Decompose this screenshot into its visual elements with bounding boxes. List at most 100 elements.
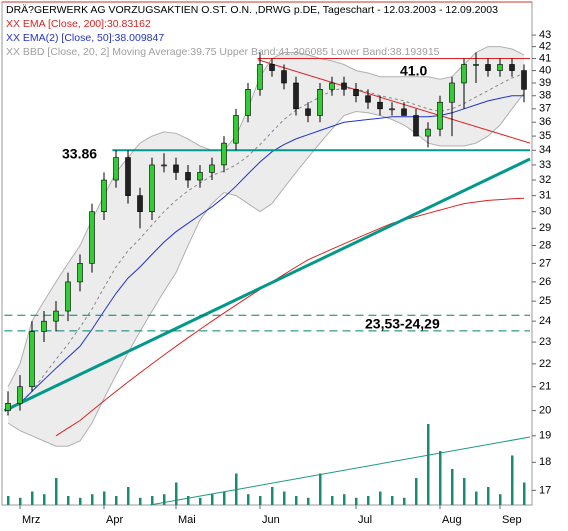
- y-tick-label: 36: [539, 116, 551, 128]
- volume-bar: [55, 478, 58, 505]
- candle-body: [53, 310, 59, 322]
- volume-bar: [247, 494, 250, 505]
- y-tick-label: 41: [539, 52, 551, 64]
- volume-bar: [511, 455, 514, 505]
- candle-body: [497, 64, 503, 71]
- volume-bar: [199, 497, 202, 505]
- y-tick-label: 40: [539, 64, 551, 76]
- volume-bar: [475, 491, 478, 505]
- candle-body: [245, 89, 251, 116]
- candle-body: [473, 64, 479, 66]
- volume-bar: [211, 494, 214, 505]
- candle-body: [341, 82, 347, 90]
- candle-body: [317, 89, 323, 116]
- candle-body: [221, 142, 227, 166]
- y-tick-label: 34: [539, 144, 551, 156]
- volume-bar: [379, 491, 382, 505]
- volume-bar: [403, 497, 406, 505]
- y-tick-label: 31: [539, 190, 551, 202]
- volume-bar: [271, 487, 274, 505]
- y-tick-label: 29: [539, 222, 551, 234]
- volume-bar: [319, 473, 322, 505]
- y-tick-label: 26: [539, 276, 551, 288]
- volume-bar: [91, 494, 94, 505]
- candle-body: [17, 386, 23, 404]
- volume-bar: [163, 494, 166, 505]
- volume-bar: [427, 424, 430, 505]
- y-tick-label: 25: [539, 295, 551, 307]
- chart-title: DRÄ?GERWERK AG VORZUGSAKTIEN O.ST. O.N. …: [6, 4, 498, 16]
- candle-body: [449, 82, 455, 103]
- volume-bar: [175, 482, 178, 505]
- y-tick-label: 23: [539, 336, 551, 348]
- candle-body: [101, 179, 107, 213]
- candle-body: [305, 108, 311, 116]
- legend-entry: XX EMA(2) [Close, 50]:38.009847: [6, 32, 164, 44]
- candle-body: [353, 89, 359, 97]
- volume-bar: [187, 496, 190, 505]
- y-tick-label: 39: [539, 77, 551, 89]
- legend-entry: XX EMA [Close, 200]:30.83162: [6, 18, 151, 30]
- y-tick-label: 30: [539, 206, 551, 218]
- volume-bar: [31, 491, 34, 505]
- y-tick-label: 32: [539, 174, 551, 186]
- y-tick-label: 21: [539, 381, 551, 393]
- volume-bar: [43, 494, 46, 505]
- candle-body: [329, 82, 335, 90]
- volume-bar: [451, 469, 454, 505]
- volume-bar: [355, 497, 358, 505]
- candle-body: [173, 164, 179, 173]
- candle-body: [5, 403, 11, 411]
- candle-body: [293, 82, 299, 110]
- candle-body: [41, 320, 47, 332]
- candle-body: [209, 164, 215, 173]
- x-tick-label: Jun: [262, 514, 280, 526]
- volume-bar: [103, 491, 106, 505]
- candle-body: [149, 164, 155, 213]
- y-tick-label: 43: [539, 29, 551, 41]
- candle-body: [29, 331, 35, 387]
- candle-body: [377, 101, 383, 110]
- volume-bar: [307, 497, 310, 505]
- band-area: [8, 46, 524, 447]
- candle-body: [389, 108, 395, 111]
- ema-line: [55, 197, 525, 437]
- y-tick-label: 17: [539, 484, 551, 496]
- volume-bar: [79, 497, 82, 505]
- candle-body: [401, 108, 407, 116]
- trendline: [3, 157, 531, 412]
- volume-bar: [67, 496, 70, 505]
- y-tick-label: 38: [539, 90, 551, 102]
- candle-body: [77, 263, 83, 283]
- candle-body: [437, 101, 443, 130]
- volume-bar: [391, 496, 394, 505]
- y-tick-label: 37: [539, 103, 551, 115]
- candle-body: [137, 195, 143, 213]
- candle-body: [509, 64, 515, 71]
- volume-bar: [7, 496, 10, 505]
- volume-bar: [523, 482, 526, 505]
- legend-entry: XX BBD [Close, 20, 2] Moving Average:39.…: [6, 46, 440, 58]
- candle-body: [413, 115, 419, 137]
- x-tick-label: Sep: [502, 514, 522, 526]
- candle-body: [461, 64, 467, 84]
- volume-bar: [463, 478, 466, 505]
- trendline: [257, 59, 531, 144]
- volume-bar: [283, 491, 286, 505]
- candle-body: [89, 211, 95, 264]
- y-tick-label: 24: [539, 315, 551, 327]
- y-tick-label: 22: [539, 358, 551, 370]
- y-tick-label: 35: [539, 130, 551, 142]
- candle-body: [113, 157, 119, 181]
- volume-layer: [7, 424, 526, 505]
- candle-body: [269, 64, 275, 71]
- volume-bar: [151, 496, 154, 505]
- candle-body: [65, 281, 71, 312]
- candle-body: [185, 172, 191, 181]
- volume-bar: [223, 491, 226, 505]
- volume-bar: [127, 487, 130, 505]
- volume-bar: [139, 497, 142, 505]
- x-tick-label: Mai: [178, 514, 196, 526]
